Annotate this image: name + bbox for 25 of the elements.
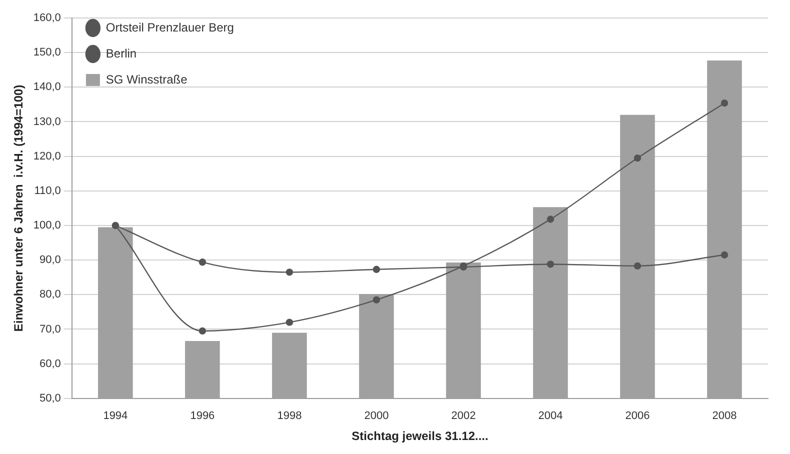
legend-label: Berlin	[106, 46, 137, 60]
x-tick-label: 2008	[712, 410, 737, 422]
x-tick-label: 2002	[451, 410, 476, 422]
x-tick-label: 2006	[625, 410, 650, 422]
x-tick-label: 1994	[103, 410, 128, 422]
y-tick-label: 150,0	[33, 46, 61, 59]
legend-label: SG Winsstraße	[106, 72, 188, 86]
x-tick-label: 2000	[364, 410, 389, 422]
y-tick-label: 140,0	[33, 81, 61, 94]
y-tick-label: 60,0	[40, 358, 61, 370]
y-tick-label: 70,0	[40, 323, 61, 336]
y-tick-label: 100,0	[33, 220, 61, 232]
legend-label: Ortsteil Prenzlauer Berg	[106, 20, 234, 34]
y-tick-label: 50,0	[40, 392, 61, 404]
y-tick-label: 160,0	[33, 12, 61, 24]
x-tick-label: 1996	[190, 410, 215, 422]
x-tick-label: 1998	[277, 410, 302, 422]
y-tick-label: 120,0	[33, 150, 61, 162]
x-axis-title: Stichtag jeweils 31.12....	[352, 429, 488, 444]
x-tick-label: 2004	[538, 410, 563, 422]
y-tick-label: 110,0	[34, 184, 61, 197]
y-tick-label: 80,0	[40, 288, 61, 301]
y-tick-label: 130,0	[33, 116, 61, 128]
y-tick-label: 90,0	[40, 254, 61, 266]
y-axis-title: Einwohner unter 6 Jahren i.v.H. (1994=100)	[12, 84, 26, 332]
